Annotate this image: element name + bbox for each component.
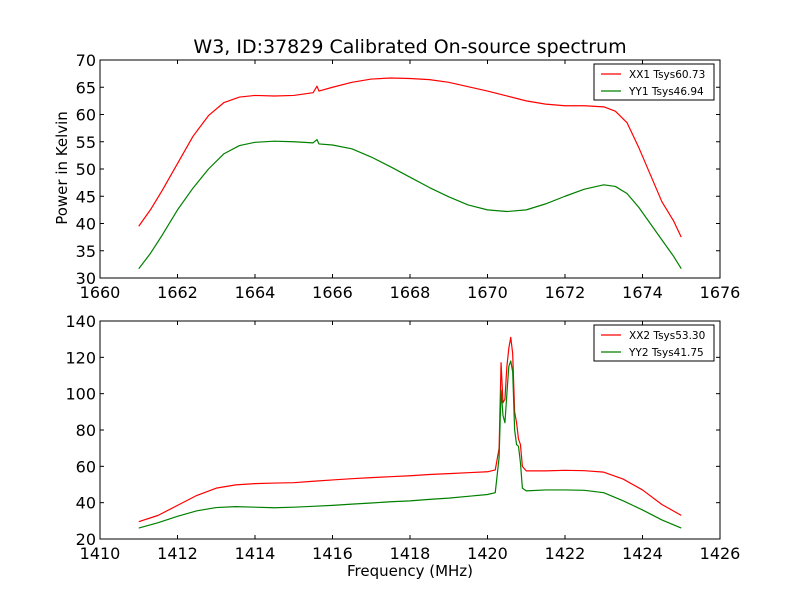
bottom-x-tick-label: 1418: [390, 544, 431, 563]
bottom-y-tick-label: 100: [65, 385, 96, 404]
top-x-tick-label: 1676: [700, 283, 741, 302]
top-axes-frame: [99, 59, 721, 279]
bottom-x-tick-label: 1412: [157, 544, 198, 563]
top-x-tick-label: 1660: [80, 283, 121, 302]
top-x-tick-label: 1674: [622, 283, 663, 302]
top-plot-area: 1660 1662 1664 1666 1668 1670 1672 1674 1676 30 35…: [76, 51, 741, 302]
top-chart-panel: W3, ID:37829 Calibrated On-source spectr…: [53, 36, 740, 302]
bottom-y-tick-label: 20: [76, 530, 96, 549]
bottom-x-tick-label: 1424: [622, 544, 663, 563]
bottom-y-tick-label: 60: [76, 457, 96, 476]
top-legend-box: [593, 63, 715, 101]
bottom-plot-area: 1410 1412 1414 1416 1418 1420 1422 1424 1426 20 40…: [65, 312, 740, 563]
bottom-y-tick-label: 120: [65, 348, 96, 367]
bottom-x-tick-label: 1410: [80, 544, 121, 563]
chart-title: W3, ID:37829 Calibrated On-source spectr…: [193, 36, 626, 58]
top-y-tick-label: 70: [76, 51, 96, 70]
top-x-tick-label: 1670: [467, 283, 508, 302]
bottom-x-tick-label: 1426: [700, 544, 741, 563]
top-legend: XX1 Tsys60.73 YY1 Tsys46.94: [593, 63, 715, 101]
top-x-tick-label: 1672: [545, 283, 586, 302]
bottom-x-tick-label: 1420: [467, 544, 508, 563]
top-legend-label-yy1: YY1 Tsys46.94: [628, 86, 704, 98]
bottom-y-tick-label: 140: [65, 312, 96, 331]
bottom-series-line-1: [138, 360, 682, 529]
bottom-legend: XX2 Tsys53.30 YY2 Tsys41.75: [593, 324, 715, 362]
top-y-tick-label: 50: [76, 160, 96, 179]
top-y-tick-label: 65: [76, 78, 96, 97]
top-y-tick-label: 30: [76, 269, 96, 288]
top-y-tick-label: 60: [76, 106, 96, 125]
top-y-tick-label: 35: [76, 242, 96, 261]
bottom-legend-label-yy2: YY2 Tsys41.75: [628, 347, 704, 359]
bottom-y-tick-label: 40: [76, 494, 96, 513]
bottom-y-tick-label: 80: [76, 421, 96, 440]
top-x-tick-label: 1666: [312, 283, 353, 302]
bottom-x-tick-label: 1416: [312, 544, 353, 563]
bottom-x-tick-label: 1414: [235, 544, 276, 563]
top-x-tick-label: 1662: [157, 283, 198, 302]
top-x-tick-label: 1664: [235, 283, 276, 302]
bottom-chart-panel: 1410 1412 1414 1416 1418 1420 1422 1424 1426 20 40…: [65, 312, 740, 580]
bottom-x-tick-label: 1422: [545, 544, 586, 563]
top-y-tick-label: 45: [76, 187, 96, 206]
bottom-axes-frame: [99, 320, 721, 540]
top-legend-label-xx1: XX1 Tsys60.73: [629, 69, 705, 81]
bottom-x-axis-label: Frequency (MHz): [347, 562, 473, 580]
top-series-line-0: [138, 77, 682, 238]
bottom-legend-label-xx2: XX2 Tsys53.30: [629, 330, 705, 342]
top-y-tick-label: 55: [76, 133, 96, 152]
top-y-axis-label: Power in Kelvin: [53, 111, 71, 225]
top-y-tick-label: 40: [76, 215, 96, 234]
top-x-tick-label: 1668: [390, 283, 431, 302]
top-series-line-1: [138, 138, 682, 270]
bottom-legend-box: [593, 324, 715, 362]
